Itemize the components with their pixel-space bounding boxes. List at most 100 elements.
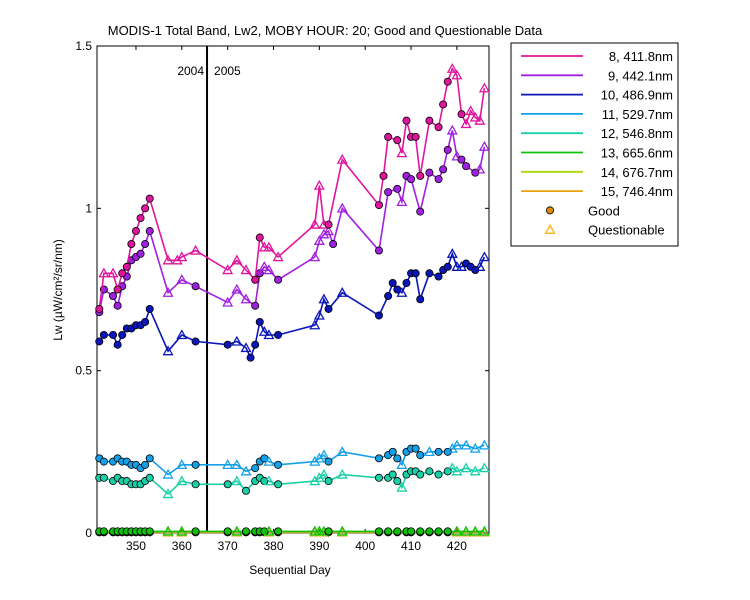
good-point — [434, 527, 443, 536]
good-point — [127, 240, 136, 249]
questionable-point — [190, 244, 202, 255]
questionable-point — [258, 325, 270, 336]
good-point — [411, 132, 420, 141]
questionable-point — [240, 293, 252, 304]
y-tick-label: 0 — [85, 526, 92, 540]
legend-entry: 8, 411.8nm — [609, 49, 673, 64]
questionable-point — [460, 118, 472, 129]
good-point — [388, 470, 397, 479]
good-point — [443, 527, 452, 536]
questionable-point — [446, 62, 458, 73]
questionable-point — [263, 329, 275, 340]
questionable-point — [423, 446, 435, 457]
good-point — [416, 207, 425, 216]
good-point — [141, 204, 150, 213]
good-point — [425, 269, 434, 278]
good-point — [99, 457, 108, 466]
good-point — [393, 454, 402, 463]
good-point — [246, 353, 255, 362]
good-point — [113, 301, 122, 310]
questionable-point — [474, 261, 486, 271]
good-point — [416, 527, 425, 536]
questionable-point — [231, 525, 243, 536]
questionable-point — [313, 179, 325, 190]
good-marker-icon — [546, 206, 555, 215]
good-point — [223, 527, 232, 536]
good-point — [242, 527, 251, 536]
good-point — [251, 340, 260, 349]
good-point — [251, 301, 260, 310]
good-point — [393, 527, 402, 536]
questionable-point — [263, 264, 275, 275]
good-point — [109, 291, 118, 300]
good-point — [141, 460, 150, 469]
series-12 — [95, 462, 490, 499]
questionable-point — [231, 335, 243, 346]
questionable-point — [396, 287, 408, 297]
legend-entry: 13, 665.6nm — [601, 146, 673, 161]
questionable-point — [222, 459, 234, 469]
good-point — [274, 330, 283, 339]
good-point — [411, 444, 420, 453]
good-point — [145, 227, 154, 236]
questionable-point — [478, 525, 490, 536]
questionable-point — [309, 319, 321, 330]
questionable-point — [107, 267, 119, 278]
questionable-point — [465, 105, 477, 116]
good-point — [274, 527, 283, 536]
questionable-point — [240, 264, 252, 275]
good-point — [145, 527, 154, 536]
good-point — [99, 330, 108, 339]
questionable-point — [336, 153, 348, 164]
questionable-point — [240, 465, 252, 476]
good-point — [274, 275, 283, 284]
good-point — [136, 214, 145, 223]
good-point — [443, 262, 452, 271]
questionable-point — [176, 274, 188, 284]
good-point — [393, 136, 402, 145]
questionable-point — [318, 449, 330, 460]
good-point — [145, 473, 154, 482]
questionable-point — [176, 329, 188, 340]
good-point — [407, 527, 416, 536]
questionable-point — [451, 150, 463, 161]
questionable-point — [176, 251, 188, 262]
good-point — [457, 110, 466, 119]
good-point — [393, 477, 402, 486]
questionable-point — [231, 459, 243, 469]
questionable-point — [396, 459, 408, 469]
good-point — [95, 304, 104, 313]
good-point — [191, 527, 200, 536]
good-point — [393, 184, 402, 193]
good-point — [384, 132, 393, 141]
questionable-point — [231, 254, 243, 265]
x-tick-label: 350 — [126, 539, 146, 553]
legend-entry: 14, 676.7nm — [601, 165, 673, 180]
good-point — [251, 464, 260, 473]
questionable-point — [318, 468, 330, 479]
good-point — [425, 527, 434, 536]
year-label-2004: 2004 — [177, 64, 204, 78]
good-point — [223, 480, 232, 489]
good-point — [329, 240, 338, 249]
good-point — [379, 171, 388, 180]
questionable-point — [474, 163, 486, 174]
questionable-point — [396, 147, 408, 158]
questionable-point — [336, 525, 348, 536]
questionable-point — [460, 439, 472, 450]
questionable-point — [231, 283, 243, 294]
questionable-point — [222, 296, 234, 307]
x-tick-label: 420 — [447, 539, 467, 553]
good-point — [434, 123, 443, 132]
good-point — [274, 480, 283, 489]
questionable-point — [313, 235, 325, 245]
questionable-point — [469, 442, 481, 453]
questionable-point — [478, 439, 490, 450]
good-point — [95, 337, 104, 346]
y-axis-label: Lw (µW/cm²/sr/nm) — [51, 239, 65, 341]
good-point — [324, 477, 333, 486]
questionable-point — [396, 481, 408, 492]
questionable-point — [313, 309, 325, 320]
questionable-point — [478, 462, 490, 473]
